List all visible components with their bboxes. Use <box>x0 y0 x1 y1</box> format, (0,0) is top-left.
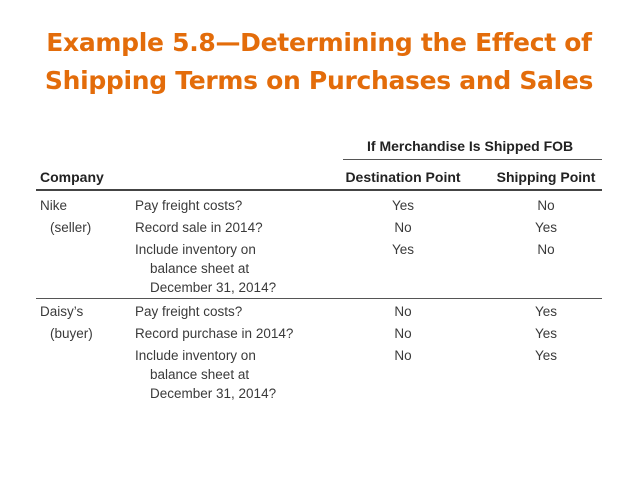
shipping-answer: No <box>537 242 555 257</box>
destination-answer: No <box>394 304 412 319</box>
company-name: Nike <box>40 198 68 213</box>
company-role: (buyer) <box>50 326 93 341</box>
question-text: Pay freight costs? <box>135 198 243 213</box>
header-rule <box>36 189 602 191</box>
question-text: Include inventory on <box>135 242 256 257</box>
column-header-destination-point: Destination Point <box>345 169 461 185</box>
question-text: Pay freight costs? <box>135 304 243 319</box>
destination-answer: Yes <box>391 242 415 257</box>
column-header-company: Company <box>40 169 104 185</box>
group-header-rule <box>343 159 602 160</box>
shipping-answer: Yes <box>534 348 558 363</box>
group-header-fob: If Merchandise Is Shipped FOB <box>367 138 574 154</box>
company-name: Daisy’s <box>40 304 84 319</box>
destination-answer: Yes <box>391 198 415 213</box>
destination-answer: No <box>394 326 412 341</box>
slide-title: Example 5.8—Determining the Effect of Sh… <box>0 24 638 100</box>
destination-answer: No <box>394 348 412 363</box>
question-text: Record sale in 2014? <box>135 220 263 235</box>
slide-title-line-2: Shipping Terms on Purchases and Sales <box>44 66 594 95</box>
question-text-continued: December 31, 2014? <box>150 386 277 401</box>
shipping-answer: Yes <box>534 326 558 341</box>
question-text-continued: balance sheet at <box>150 261 250 276</box>
question-text-continued: December 31, 2014? <box>150 280 277 295</box>
shipping-answer: Yes <box>534 220 558 235</box>
company-role: (seller) <box>50 220 92 235</box>
section-divider <box>36 298 602 299</box>
shipping-answer: No <box>537 198 555 213</box>
question-text: Include inventory on <box>135 348 256 363</box>
destination-answer: No <box>394 220 412 235</box>
question-text: Record purchase in 2014? <box>135 326 294 341</box>
column-header-shipping-point: Shipping Point <box>496 169 596 185</box>
slide-title-line-1: Example 5.8—Determining the Effect of <box>46 28 592 57</box>
question-text-continued: balance sheet at <box>150 367 250 382</box>
shipping-answer: Yes <box>534 304 558 319</box>
